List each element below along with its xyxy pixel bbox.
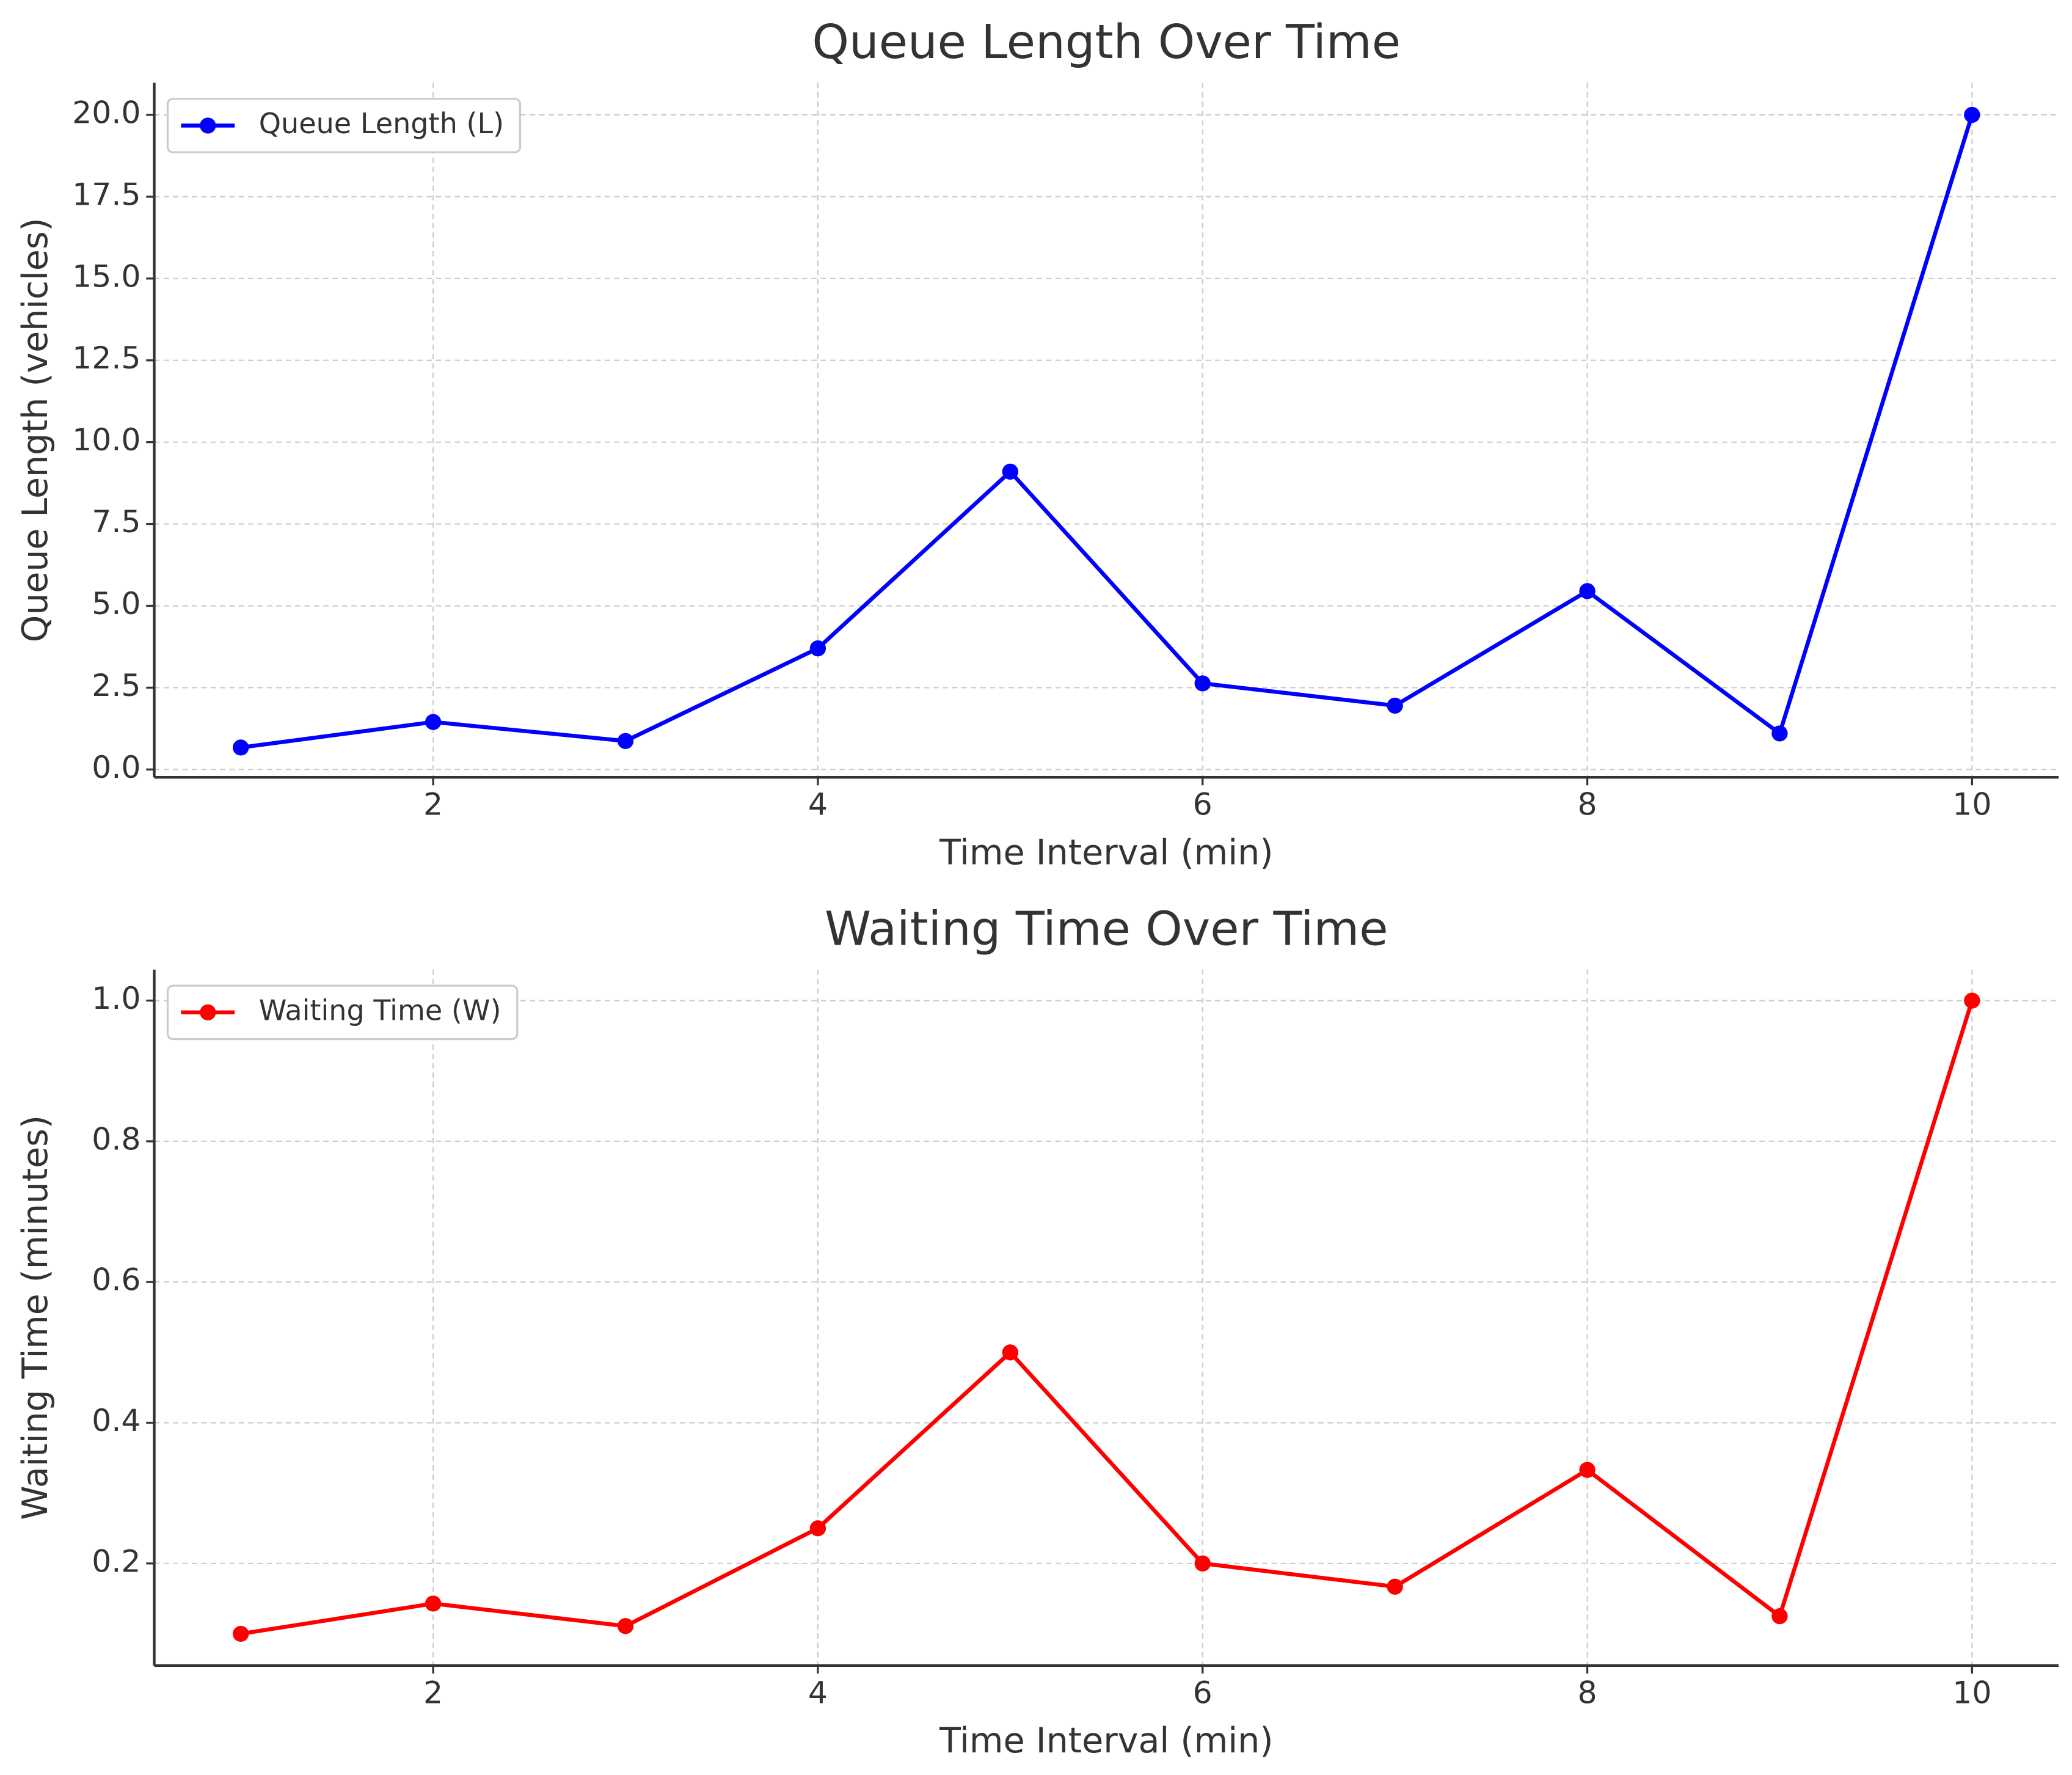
y-tick-label: 0.6	[92, 1262, 140, 1298]
data-point	[1771, 725, 1788, 742]
y-tick-label: 10.0	[72, 422, 140, 458]
x-tick-label: 10	[1952, 786, 1991, 822]
legend-label: Queue Length (L)	[259, 107, 504, 140]
legend-marker	[200, 117, 216, 134]
legend-box	[166, 984, 519, 1041]
data-point	[1771, 1608, 1788, 1625]
data-point	[1194, 675, 1211, 692]
data-point	[1964, 106, 1980, 123]
x-tick-label: 4	[808, 1674, 828, 1710]
legend-label: Waiting Time (W)	[259, 994, 502, 1027]
y-tick-label: 0.8	[92, 1121, 140, 1157]
chart-title: Waiting Time Over Time	[825, 902, 1388, 957]
chart-title: Queue Length Over Time	[812, 15, 1401, 70]
y-tick-label: 0.2	[92, 1543, 140, 1579]
data-point	[809, 1520, 826, 1537]
x-tick-label: 8	[1577, 1674, 1597, 1710]
y-tick-label: 15.0	[72, 258, 140, 294]
data-point	[425, 1595, 442, 1612]
x-tick-label: 2	[423, 1674, 443, 1710]
data-point	[425, 714, 442, 730]
data-point	[233, 1625, 249, 1642]
data-point	[1387, 1578, 1403, 1595]
data-point	[1387, 697, 1403, 714]
data-point	[1194, 1555, 1211, 1572]
data-point	[233, 739, 249, 756]
x-tick-label: 6	[1193, 786, 1213, 822]
x-tick-label: 2	[423, 786, 443, 822]
x-axis-label: Time Interval (min)	[939, 1721, 1274, 1761]
y-axis-label: Waiting Time (minutes)	[15, 1115, 56, 1520]
data-point	[1579, 1462, 1596, 1478]
data-point	[1579, 583, 1596, 599]
y-tick-label: 1.0	[92, 980, 140, 1016]
data-point	[1002, 463, 1018, 480]
series-line	[240, 1000, 1974, 1636]
legend-marker	[200, 1004, 216, 1020]
x-axis-label: Time Interval (min)	[939, 833, 1274, 873]
x-tick-label: 10	[1952, 1674, 1991, 1710]
data-point	[809, 640, 826, 657]
y-tick-label: 5.0	[92, 585, 140, 621]
series-line	[240, 114, 1974, 750]
data-point	[617, 733, 634, 749]
y-tick-label: 12.5	[72, 340, 140, 376]
x-tick-label: 4	[808, 786, 828, 822]
x-tick-label: 8	[1577, 786, 1597, 822]
legend-box	[166, 98, 522, 153]
data-point	[617, 1618, 634, 1634]
y-tick-label: 20.0	[72, 95, 140, 131]
x-tick-label: 6	[1193, 1674, 1213, 1710]
y-tick-label: 0.4	[92, 1402, 140, 1438]
y-tick-label: 7.5	[92, 503, 140, 540]
data-point	[1964, 992, 1980, 1009]
y-axis-label: Queue Length (vehicles)	[15, 218, 56, 642]
y-tick-label: 2.5	[92, 667, 140, 703]
y-tick-label: 17.5	[72, 177, 140, 213]
y-tick-label: 0.0	[92, 749, 140, 785]
data-point	[1002, 1344, 1018, 1361]
